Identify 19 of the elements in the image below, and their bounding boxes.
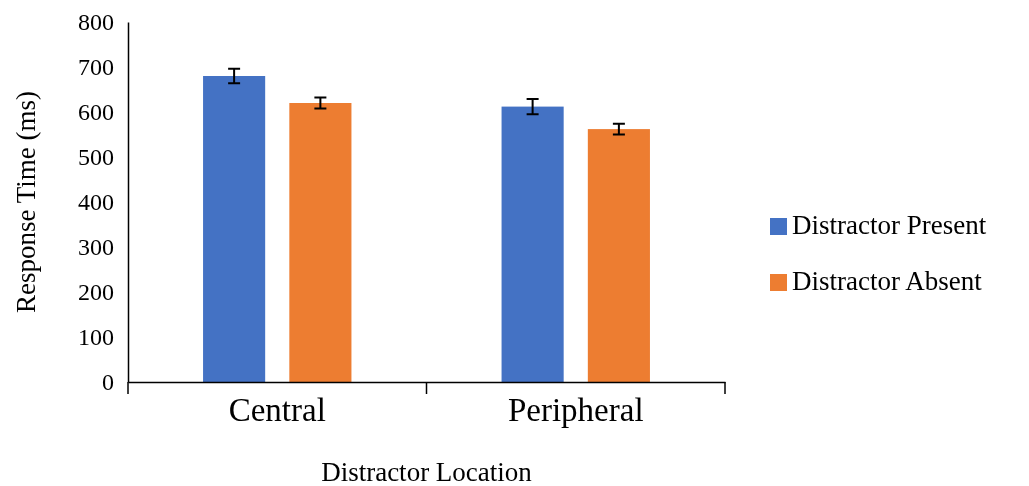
y-tick-label: 700 — [78, 54, 114, 81]
legend-label: Distractor Absent — [792, 266, 983, 296]
bar — [289, 103, 352, 382]
y-tick-label: 300 — [78, 234, 114, 261]
y-tick-label: 500 — [78, 144, 114, 171]
x-axis-title: Distractor Location — [321, 457, 533, 486]
y-tick-label: 200 — [78, 279, 114, 306]
y-tick-label: 800 — [78, 9, 114, 36]
y-tick-label: 100 — [78, 324, 114, 351]
x-tick-label: Peripheral — [507, 392, 644, 429]
y-axis-title: Response Time (ms) — [11, 90, 41, 314]
bar — [587, 129, 650, 382]
bar — [203, 76, 266, 382]
y-tick-label: 0 — [102, 369, 114, 396]
y-tick-label: 600 — [78, 99, 114, 126]
bar — [501, 106, 564, 382]
x-tick-label: Central — [228, 392, 326, 429]
y-tick-label: 400 — [78, 189, 114, 216]
legend-label: Distractor Present — [792, 210, 987, 240]
